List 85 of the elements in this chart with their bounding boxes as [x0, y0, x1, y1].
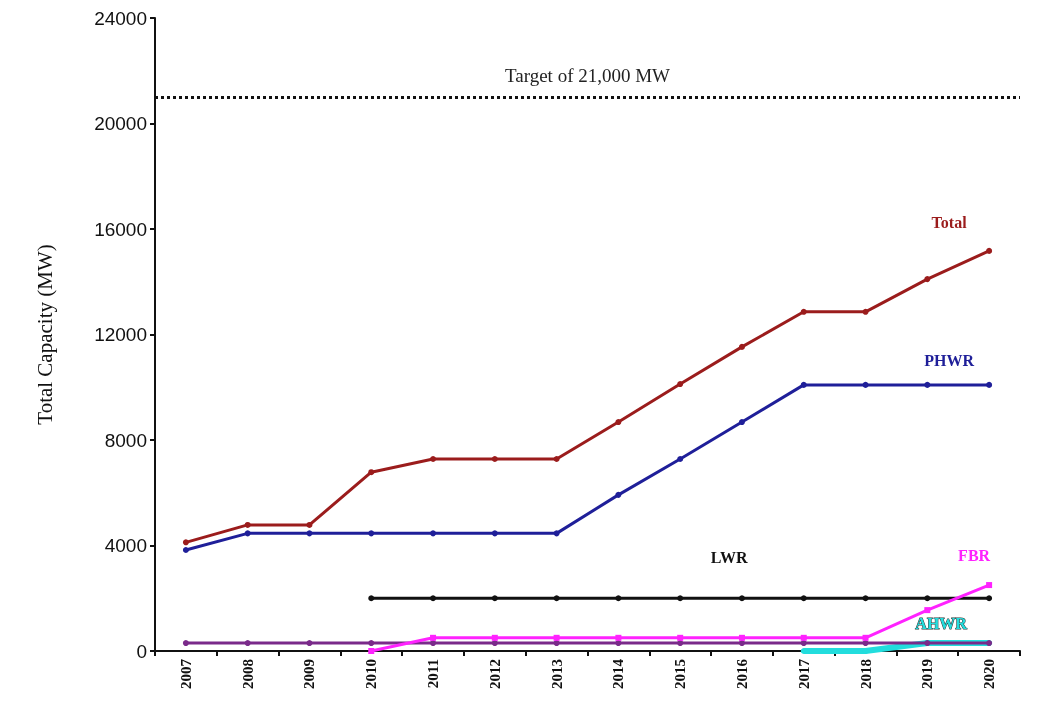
point [800, 595, 807, 602]
x-tick-label: 2010 [363, 659, 380, 689]
point [677, 634, 684, 641]
point [677, 640, 684, 647]
point [368, 530, 375, 537]
x-tick-label: 2019 [919, 659, 936, 689]
x-tick-label: 2009 [301, 659, 318, 689]
series-label: FBR [958, 546, 991, 564]
x-tick-label: 2018 [857, 659, 874, 689]
point [800, 308, 807, 315]
point [924, 381, 931, 388]
point [677, 455, 684, 462]
point [615, 595, 622, 602]
y-tick-label: 24000 [94, 7, 147, 29]
point [368, 595, 375, 602]
point [924, 607, 931, 614]
y-axis-title: Total Capacity (MW) [32, 244, 57, 425]
y-tick-label: 16000 [94, 218, 147, 240]
y-tick-label: 12000 [94, 324, 147, 345]
x-tick-label: 2012 [486, 659, 503, 689]
point [306, 640, 313, 647]
point [368, 640, 375, 647]
point [491, 634, 498, 641]
point [491, 530, 498, 537]
x-tick-label: 2017 [795, 658, 812, 689]
point [182, 546, 189, 553]
point [491, 595, 498, 602]
point [615, 419, 622, 426]
point [306, 530, 313, 537]
y-tick-label: 0 [136, 640, 147, 662]
point [430, 530, 437, 537]
point [553, 530, 560, 537]
point [430, 634, 437, 641]
point [986, 595, 993, 602]
point [615, 634, 622, 641]
x-tick-label: 2011 [425, 659, 442, 689]
x-tick-label: 2007 [177, 658, 194, 689]
point [986, 582, 993, 589]
series-label: Total [931, 214, 968, 232]
point [244, 640, 251, 647]
point [677, 595, 684, 602]
point [800, 381, 807, 388]
series-label: LWR [710, 548, 748, 566]
point [924, 276, 931, 283]
point [615, 491, 622, 498]
point [924, 595, 931, 602]
point [368, 469, 375, 476]
x-tick-label: 2020 [981, 659, 998, 689]
point [738, 640, 745, 647]
point [862, 595, 869, 602]
point [430, 455, 437, 462]
ref-line-label: Target of 21,000 MW [504, 65, 671, 87]
point [306, 521, 313, 528]
point [738, 343, 745, 350]
point [491, 455, 498, 462]
y-tick-label: 4000 [104, 535, 147, 556]
point [244, 530, 251, 537]
y-tick-label: 20000 [94, 113, 147, 134]
point [862, 308, 869, 315]
series-label: PHWR [924, 352, 975, 370]
point [182, 640, 189, 647]
series-label: AHWR [915, 614, 968, 632]
x-tick-label: 2014 [610, 658, 627, 689]
point [738, 595, 745, 602]
point [553, 595, 560, 602]
point [738, 634, 745, 641]
point [800, 634, 807, 641]
point [430, 640, 437, 647]
x-tick-label: 2016 [733, 658, 750, 689]
point [986, 247, 993, 254]
point [244, 521, 251, 528]
point [553, 634, 560, 641]
point [430, 595, 437, 602]
point [862, 634, 869, 641]
x-tick-label: 2013 [548, 659, 565, 689]
x-tick-label: 2008 [239, 659, 256, 689]
point [862, 381, 869, 388]
point [738, 419, 745, 426]
x-tick-label: 2015 [672, 659, 689, 689]
point [182, 539, 189, 546]
point [553, 455, 560, 462]
point [677, 381, 684, 388]
y-tick-label: 8000 [104, 429, 147, 451]
point [368, 648, 375, 654]
point [986, 381, 993, 388]
